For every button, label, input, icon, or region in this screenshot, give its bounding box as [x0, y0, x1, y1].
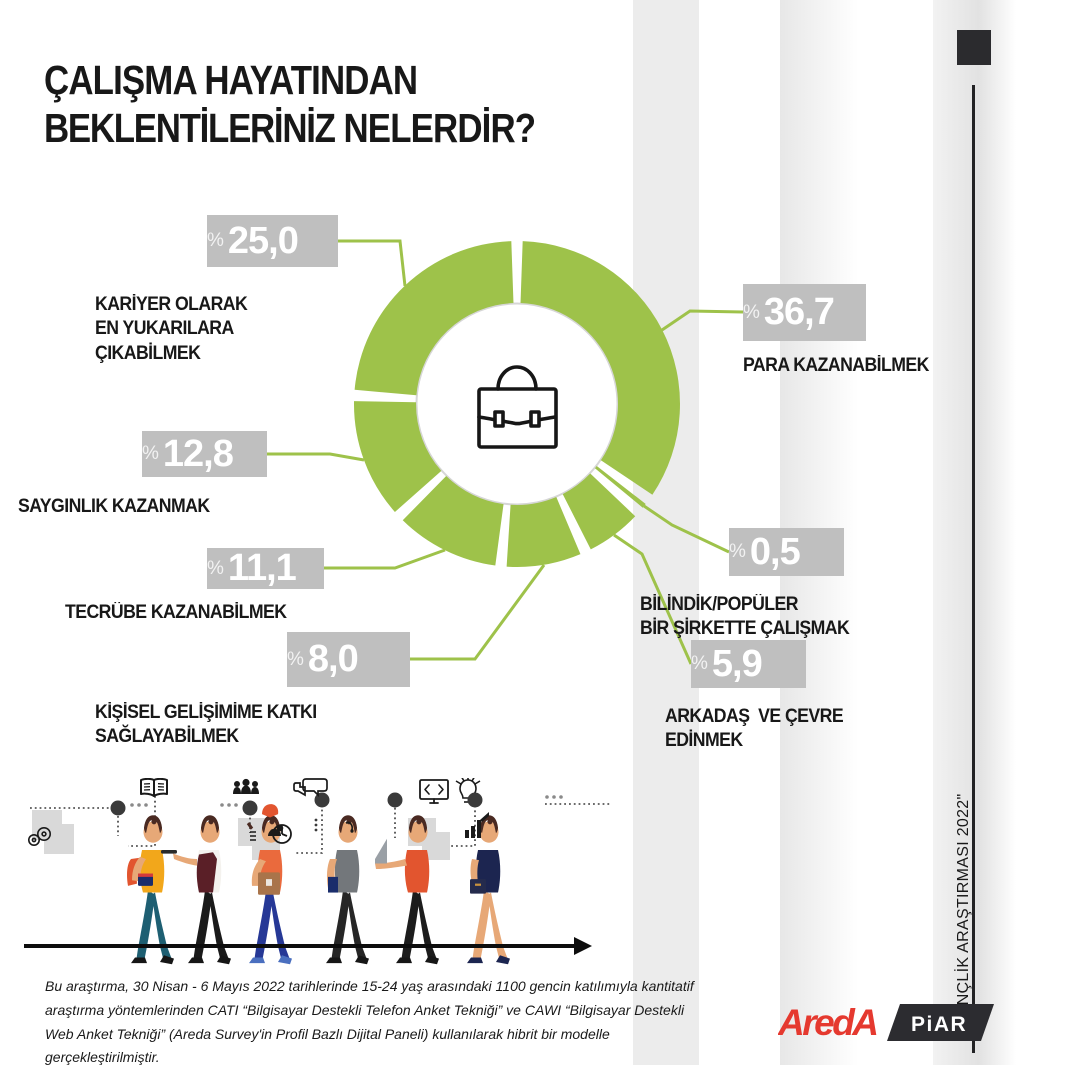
svg-text:PiAR: PiAR: [911, 1013, 967, 1036]
svg-text:AredA: AredA: [778, 1002, 877, 1043]
